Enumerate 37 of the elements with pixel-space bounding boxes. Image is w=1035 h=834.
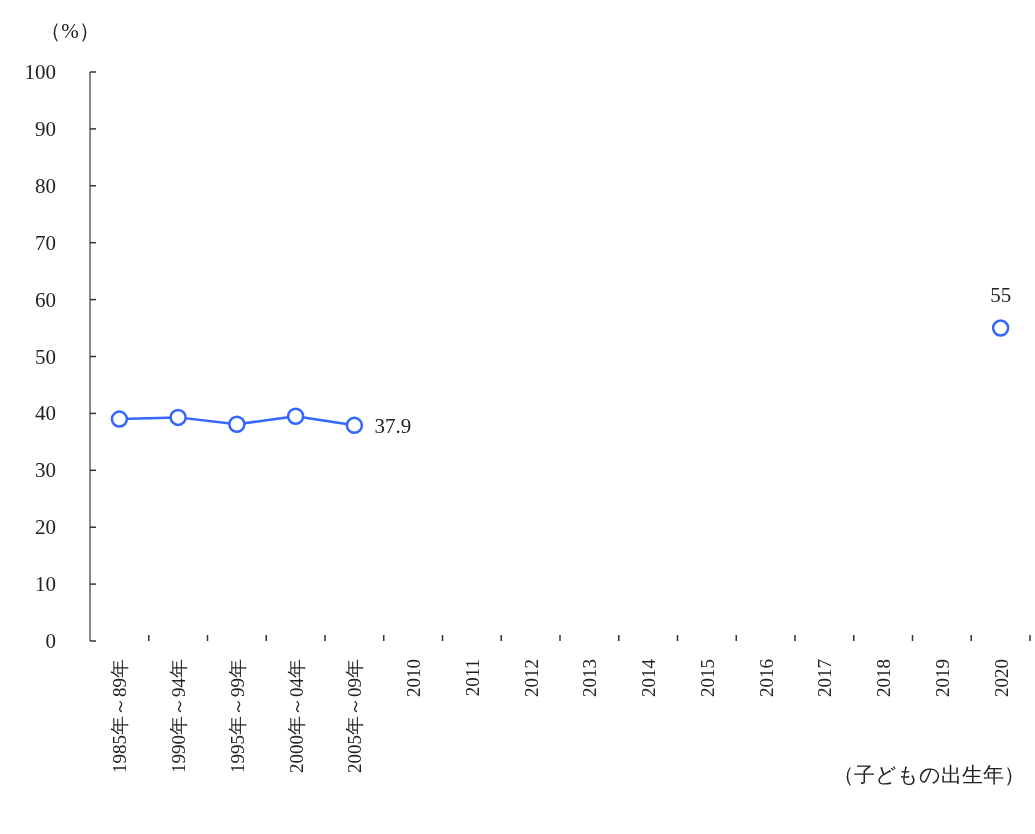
- x-tick-label: 2013: [579, 659, 601, 697]
- data-label: 37.9: [374, 414, 412, 439]
- x-tick-label: 2019: [931, 659, 953, 697]
- x-axis-title: （子どもの出生年）: [833, 763, 1025, 787]
- point: [991, 319, 1010, 337]
- point: [110, 410, 129, 428]
- x-tick-label: 2000年～04年: [285, 659, 307, 773]
- x-tick-label: 1985年～89年: [109, 659, 131, 773]
- y-tick-label: 90: [35, 116, 56, 141]
- point: [286, 407, 305, 425]
- data-label: 55: [990, 283, 1012, 308]
- x-tick-label: 1995年～99年: [226, 659, 248, 773]
- x-tick-label: 2018: [873, 659, 895, 697]
- point: [345, 416, 364, 435]
- y-tick-label: 10: [35, 572, 56, 597]
- point: [228, 415, 246, 433]
- x-tick-label: 2016: [755, 659, 777, 697]
- x-tick-label: 2005年～09年: [344, 659, 366, 773]
- y-axis-title: （%）: [40, 19, 100, 43]
- x-tick-label: 2011: [461, 659, 483, 697]
- y-tick-label: 0: [45, 629, 56, 653]
- y-tick-label: 100: [24, 60, 56, 84]
- x-tick-label: 2015: [696, 659, 718, 697]
- y-tick-label: 20: [35, 515, 56, 540]
- point: [169, 408, 187, 427]
- y-tick-label: 70: [35, 230, 56, 255]
- x-tick-label: 2020: [990, 659, 1012, 697]
- x-tick-label: 2010: [403, 659, 425, 697]
- x-tick-label: 2017: [814, 659, 836, 697]
- x-tick-label: 2014: [638, 658, 660, 697]
- y-tick-label: 50: [35, 344, 56, 369]
- y-tick-label: 60: [35, 287, 56, 312]
- x-tick-label: 2012: [520, 659, 542, 697]
- x-tick-label: 1990年～94年: [168, 659, 190, 773]
- y-tick-label: 40: [35, 401, 56, 426]
- y-tick-label: 30: [35, 458, 56, 483]
- y-tick-label: 80: [35, 173, 56, 198]
